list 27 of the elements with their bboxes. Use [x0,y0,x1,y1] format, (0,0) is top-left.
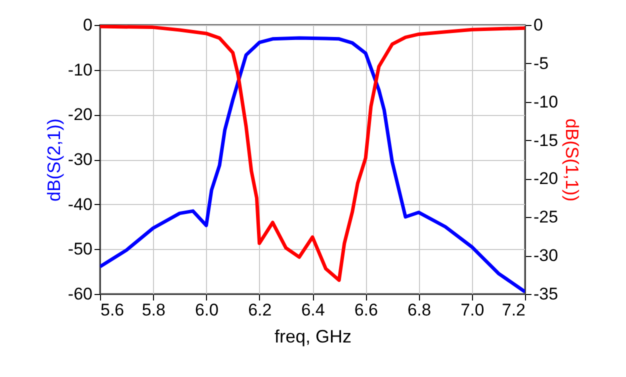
y-tick-label: -60 [68,284,92,304]
y-axis-title: dB(S(2,1)) [44,118,64,202]
y-tick-label: -30 [68,150,92,169]
y2-tick-label: -15 [534,130,558,150]
y2-tick-label: -5 [534,54,549,73]
y-tick-label: -20 [68,105,92,124]
x-tick-label: 7.2 [502,300,526,320]
y2-tick-label: -10 [534,92,558,112]
x-tick-label: 7.0 [460,300,484,320]
x-tick-label: 6.0 [194,300,219,320]
y2-tick-label: -20 [534,169,558,188]
x-tick-label: 5.8 [142,300,166,320]
y2-tick-label: -25 [534,208,558,227]
y-tick-label: -10 [68,60,92,80]
y2-tick-label: 0 [534,16,543,34]
y-tick-label: -50 [68,240,92,259]
y2-tick-label: -35 [534,284,558,304]
x-tick-label: 5.6 [100,300,124,320]
y-tick-label: -40 [68,194,92,214]
x-tick-label: 6.6 [354,300,378,320]
x-tick-label: 6.4 [301,300,325,320]
y2-tick-label: -30 [534,246,558,266]
x-tick-label: 6.2 [248,300,272,320]
y-tick-label: 0 [83,16,92,34]
y2-axis-title: dB(S(1,1)) [562,118,582,202]
x-tick-label: 6.8 [407,300,432,320]
x-axis-title: freq, GHz [274,326,352,346]
